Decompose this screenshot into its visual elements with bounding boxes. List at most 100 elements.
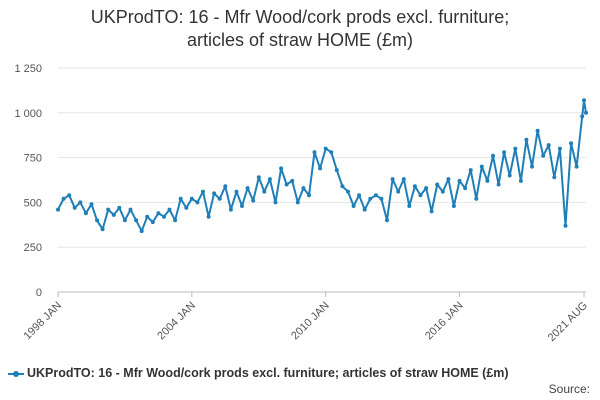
data-point[interactable] bbox=[223, 184, 228, 189]
data-point[interactable] bbox=[162, 214, 166, 219]
data-point[interactable] bbox=[323, 146, 328, 151]
data-point[interactable] bbox=[83, 211, 88, 216]
data-point[interactable] bbox=[502, 150, 507, 155]
data-point[interactable] bbox=[396, 189, 401, 194]
data-point[interactable] bbox=[546, 143, 551, 148]
data-point[interactable] bbox=[334, 168, 339, 173]
data-point[interactable] bbox=[228, 207, 233, 212]
data-point[interactable] bbox=[56, 207, 60, 212]
data-point[interactable] bbox=[468, 168, 473, 173]
data-point[interactable] bbox=[245, 186, 250, 191]
data-point[interactable] bbox=[240, 204, 244, 208]
data-point[interactable] bbox=[582, 98, 586, 103]
data-point[interactable] bbox=[178, 196, 183, 201]
data-point[interactable] bbox=[329, 150, 334, 155]
data-point[interactable] bbox=[284, 182, 289, 187]
legend-series-label: UKProdTO: 16 - Mfr Wood/cork prods excl.… bbox=[27, 366, 509, 380]
data-point[interactable] bbox=[195, 200, 200, 205]
data-point[interactable] bbox=[513, 146, 518, 151]
data-point[interactable] bbox=[290, 178, 295, 183]
data-point[interactable] bbox=[401, 177, 406, 182]
data-point[interactable] bbox=[435, 182, 440, 187]
data-point[interactable] bbox=[362, 207, 367, 212]
data-point[interactable] bbox=[457, 178, 462, 183]
data-point[interactable] bbox=[535, 128, 540, 133]
data-point[interactable] bbox=[234, 189, 239, 194]
data-point[interactable] bbox=[446, 177, 451, 182]
data-point[interactable] bbox=[145, 214, 150, 219]
data-point[interactable] bbox=[189, 196, 194, 201]
data-point[interactable] bbox=[139, 229, 144, 234]
data-point[interactable] bbox=[379, 196, 384, 201]
data-point[interactable] bbox=[346, 189, 350, 194]
data-point[interactable] bbox=[251, 198, 256, 203]
data-point[interactable] bbox=[429, 209, 434, 214]
data-point[interactable] bbox=[357, 193, 362, 198]
data-point[interactable] bbox=[524, 137, 529, 142]
data-point[interactable] bbox=[563, 223, 568, 228]
data-point[interactable] bbox=[295, 200, 300, 205]
data-point[interactable] bbox=[67, 193, 72, 198]
data-point[interactable] bbox=[390, 177, 395, 182]
data-point[interactable] bbox=[307, 193, 311, 198]
data-point[interactable] bbox=[418, 193, 423, 198]
data-point[interactable] bbox=[451, 204, 456, 208]
data-point[interactable] bbox=[167, 207, 172, 212]
data-point[interactable] bbox=[212, 191, 217, 196]
data-point[interactable] bbox=[518, 178, 523, 183]
data-point[interactable] bbox=[122, 218, 127, 223]
data-point[interactable] bbox=[557, 146, 562, 151]
legend[interactable]: UKProdTO: 16 - Mfr Wood/cork prods excl.… bbox=[8, 366, 598, 380]
data-point[interactable] bbox=[100, 227, 105, 232]
data-point[interactable] bbox=[128, 207, 133, 212]
data-point[interactable] bbox=[584, 110, 588, 115]
data-point[interactable] bbox=[273, 200, 278, 205]
data-point[interactable] bbox=[217, 196, 222, 201]
data-point[interactable] bbox=[474, 196, 479, 201]
data-point[interactable] bbox=[491, 153, 495, 158]
data-point[interactable] bbox=[485, 178, 490, 183]
data-point[interactable] bbox=[61, 196, 66, 201]
data-point[interactable] bbox=[150, 220, 155, 225]
data-point[interactable] bbox=[267, 177, 272, 182]
data-point[interactable] bbox=[89, 202, 94, 207]
chart-title: UKProdTO: 16 - Mfr Wood/cork prods excl.… bbox=[0, 6, 600, 52]
data-point[interactable] bbox=[479, 164, 484, 169]
data-point[interactable] bbox=[134, 218, 139, 223]
data-point[interactable] bbox=[368, 196, 373, 201]
data-point[interactable] bbox=[424, 186, 429, 191]
data-point[interactable] bbox=[340, 184, 345, 189]
data-point[interactable] bbox=[351, 204, 356, 208]
data-point[interactable] bbox=[412, 184, 417, 189]
data-point[interactable] bbox=[385, 218, 389, 223]
data-point[interactable] bbox=[72, 205, 77, 210]
data-point[interactable] bbox=[463, 186, 468, 191]
data-point[interactable] bbox=[201, 189, 205, 194]
data-point[interactable] bbox=[507, 173, 512, 178]
data-point[interactable] bbox=[279, 166, 284, 171]
data-point[interactable] bbox=[117, 205, 122, 210]
data-point[interactable] bbox=[184, 205, 189, 210]
data-point[interactable] bbox=[312, 150, 317, 155]
data-point[interactable] bbox=[256, 175, 261, 180]
data-point[interactable] bbox=[301, 186, 306, 191]
data-point[interactable] bbox=[78, 200, 83, 205]
data-point[interactable] bbox=[111, 212, 116, 217]
data-point[interactable] bbox=[106, 207, 111, 212]
data-point[interactable] bbox=[552, 175, 557, 180]
data-point[interactable] bbox=[541, 153, 546, 158]
data-point[interactable] bbox=[206, 214, 211, 219]
data-point[interactable] bbox=[262, 189, 267, 194]
data-point[interactable] bbox=[569, 141, 574, 146]
data-point[interactable] bbox=[496, 182, 501, 187]
data-point[interactable] bbox=[373, 193, 378, 198]
data-point[interactable] bbox=[407, 204, 412, 208]
data-point[interactable] bbox=[95, 218, 99, 223]
data-point[interactable] bbox=[156, 211, 161, 216]
data-point[interactable] bbox=[440, 189, 445, 194]
data-point[interactable] bbox=[574, 164, 579, 169]
data-point[interactable] bbox=[530, 164, 534, 169]
data-point[interactable] bbox=[173, 218, 178, 223]
data-point[interactable] bbox=[580, 114, 585, 119]
data-point[interactable] bbox=[318, 166, 323, 171]
